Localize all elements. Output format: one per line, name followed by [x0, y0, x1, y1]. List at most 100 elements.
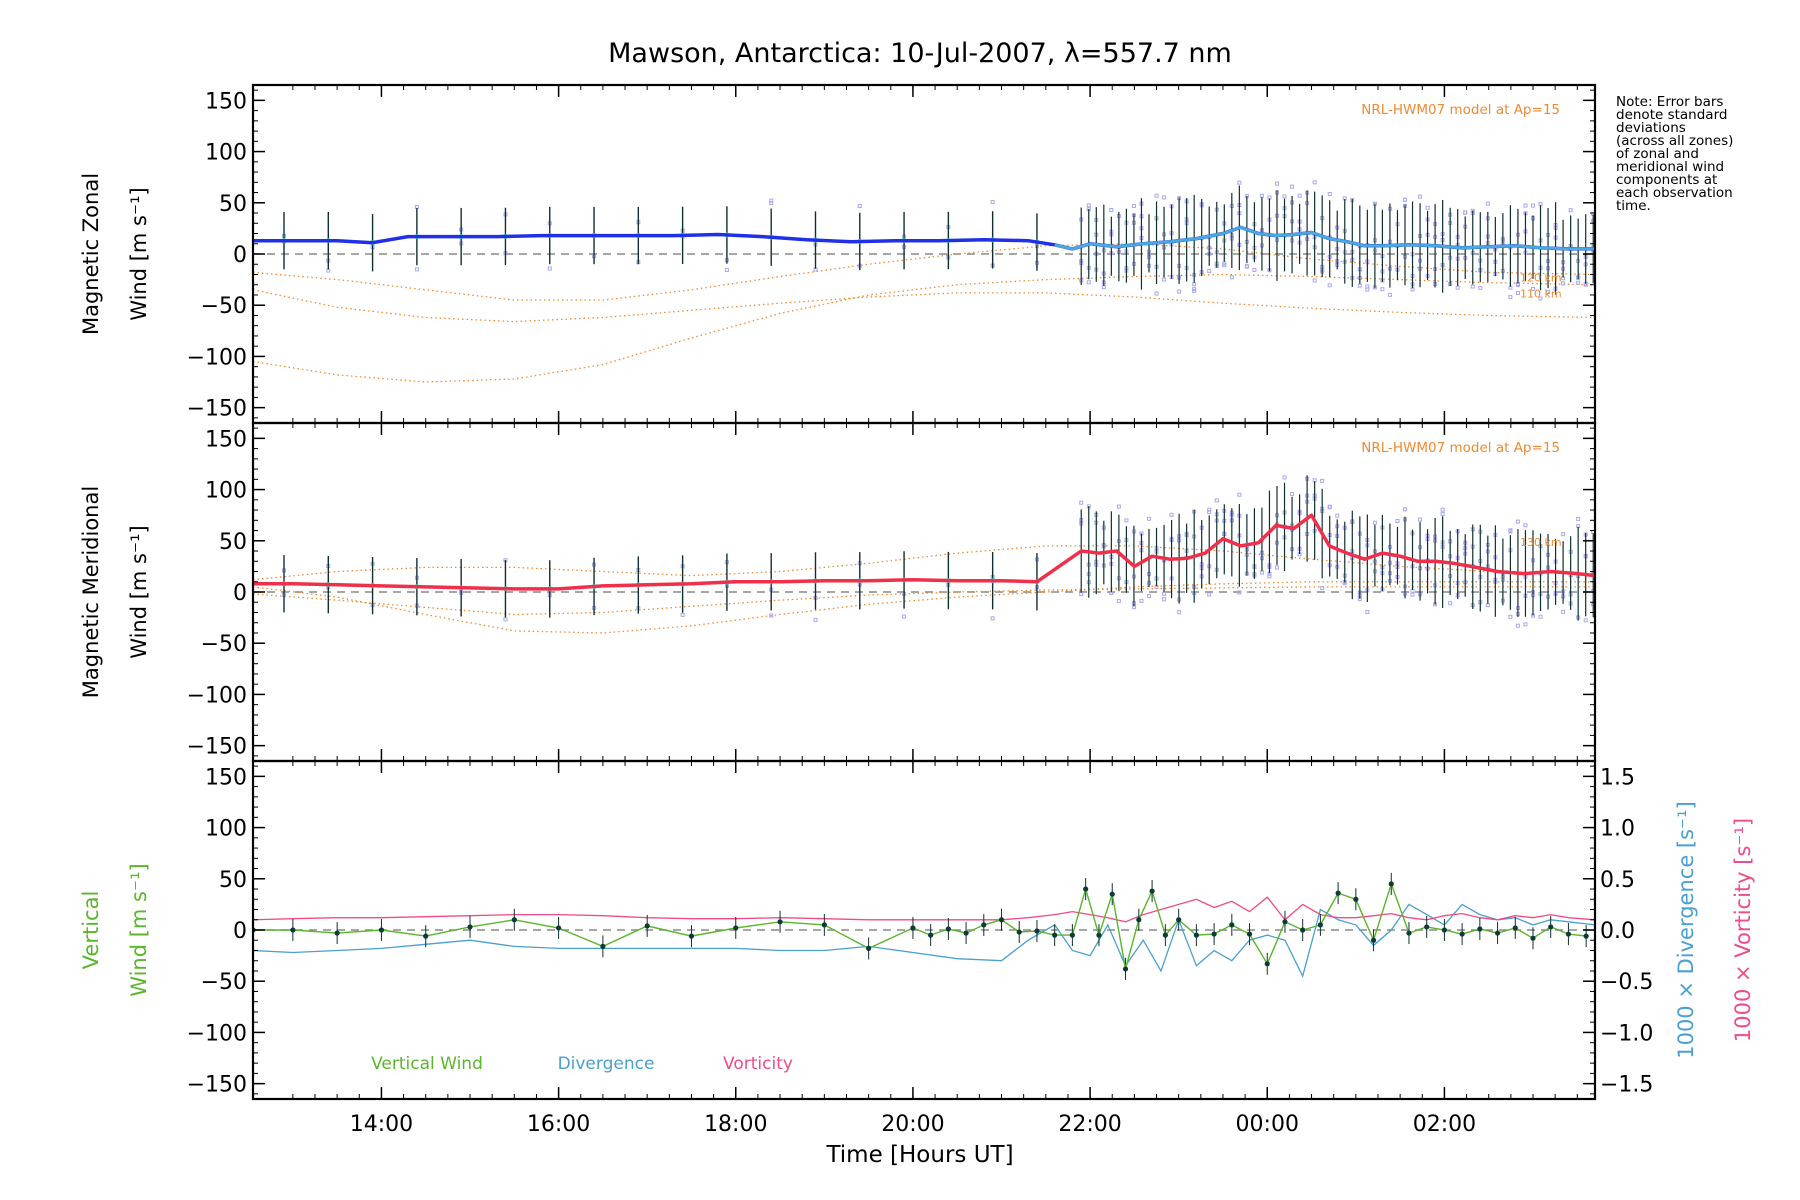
y-tick-label: −50 — [201, 632, 247, 657]
scatter-point — [1523, 203, 1528, 208]
scatter-point — [1402, 507, 1407, 512]
model-curve-1 — [253, 243, 1595, 301]
panel-meridional: NRL-HWM07 model at Ap=15 130 km 150 100 50 0 −… — [79, 421, 1597, 763]
model-curve-3 — [253, 586, 1595, 616]
y-tick-label: 100 — [205, 141, 247, 166]
scatter-point — [1485, 603, 1490, 608]
vertical-wind-point — [1016, 929, 1022, 935]
error-bar-note: Note: Error bars denote standard deviati… — [1616, 95, 1776, 213]
vorticity-axis-label: 1000 × Vorticity [s⁻¹] — [1731, 818, 1755, 1042]
vertical-wind-point — [556, 925, 562, 931]
x-axis: 14:00 16:00 18:00 20:00 22:00 00:00 02:00 — [350, 1112, 1476, 1137]
y-tick-label: 0 — [233, 243, 247, 268]
scatter-point — [769, 613, 774, 618]
scatter-point — [1109, 591, 1114, 596]
scatter-point — [1237, 590, 1242, 595]
scatter-point — [1508, 529, 1513, 534]
scatter-point — [1576, 280, 1581, 285]
scatter-point — [547, 266, 552, 271]
scatter-point — [1463, 210, 1468, 215]
vertical-wind-point — [644, 923, 650, 929]
scatter-point — [857, 204, 862, 209]
x-tick-label: 00:00 — [1236, 1112, 1299, 1137]
y-axis-label-line2: Wind [m s⁻¹] — [127, 187, 151, 320]
scatter-point — [1116, 599, 1121, 604]
legend-item: Divergence — [558, 1054, 655, 1074]
scatter-point — [769, 201, 774, 206]
vertical-wind-point — [1162, 932, 1168, 938]
vertical-wind-line — [253, 881, 1587, 970]
y-tick-label: 0 — [233, 919, 247, 944]
scatter-point — [1455, 285, 1460, 290]
scatter-point — [1568, 208, 1573, 213]
model-curve-3 — [253, 273, 1595, 383]
scatter-point — [1320, 478, 1325, 483]
scatter-point — [990, 200, 995, 205]
vertical-wind-point — [1122, 966, 1129, 972]
note-line: denote standard — [1616, 107, 1728, 123]
y-tick-label: 150 — [205, 89, 247, 114]
vertical-wind-point — [290, 927, 296, 933]
scatter-point — [1237, 492, 1242, 497]
scatter-point — [414, 267, 419, 272]
vertical-wind-point — [998, 917, 1005, 923]
scatter-point — [1237, 180, 1242, 185]
x-tick-label: 22:00 — [1058, 1112, 1121, 1137]
vertical-wind-point — [963, 930, 969, 936]
vertical-wind-point — [1370, 937, 1377, 943]
scatter-point — [326, 268, 331, 273]
vertical-wind-point — [1565, 931, 1572, 937]
y-tick-label: 0 — [233, 581, 247, 606]
y-axis-label-line1: Magnetic Zonal — [79, 173, 103, 335]
scatter-point — [724, 267, 729, 272]
vertical-wind-point — [1246, 931, 1253, 937]
note-line: components at — [1616, 172, 1718, 188]
scatter-point — [1312, 278, 1317, 283]
y-tick-label: −50 — [201, 970, 247, 995]
scatter-point — [813, 617, 818, 622]
scatter-point — [1327, 504, 1332, 509]
note-line: deviations — [1616, 120, 1686, 136]
scatter-point — [1101, 285, 1106, 290]
scatter-point — [1146, 594, 1151, 599]
vertical-wind-point — [910, 925, 916, 931]
scatter-point — [1357, 283, 1362, 288]
x-tick-label: 14:00 — [350, 1112, 413, 1137]
y-axis-label-line1: Vertical — [79, 891, 103, 970]
plot-area-meridional — [253, 475, 1595, 634]
right-y-tick-label: 1.0 — [1600, 817, 1635, 842]
scatter-point — [1583, 618, 1588, 623]
vertical-wind-point — [733, 925, 739, 931]
plot-area-zonal — [253, 180, 1595, 383]
y-tick-label: −150 — [187, 397, 247, 422]
scatter-point — [1320, 586, 1325, 591]
right-y-tick-label: 1.5 — [1600, 765, 1635, 790]
scatter-point — [1515, 623, 1520, 628]
scatter-point — [1425, 205, 1430, 210]
vertical-wind-point — [334, 930, 340, 936]
scatter-point — [1515, 291, 1520, 296]
scatter-point — [1177, 289, 1182, 294]
scatter-point — [1576, 516, 1581, 521]
scatter-point — [1109, 207, 1114, 212]
vertical-wind-point — [1424, 924, 1430, 930]
scatter-point — [1380, 287, 1385, 292]
scatter-point — [1561, 532, 1566, 537]
y-axis-label-line1: Magnetic Meridional — [79, 486, 103, 698]
scatter-point — [1259, 570, 1264, 575]
y-tick-label: −150 — [187, 735, 247, 760]
vertical-wind-point — [1317, 922, 1323, 928]
vertical-wind-point — [928, 932, 934, 938]
scatter-point — [1229, 275, 1234, 280]
y-tick-label: 150 — [205, 427, 247, 452]
vertical-wind-point — [1109, 891, 1115, 897]
scatter-point — [1508, 614, 1513, 619]
vertical-wind-point — [1096, 932, 1102, 938]
scatter-point — [1515, 283, 1520, 288]
vertical-wind-point — [1512, 925, 1518, 931]
scatter-point — [1515, 519, 1520, 524]
scatter-point — [1177, 610, 1182, 615]
zonal-smooth-line — [1054, 225, 1595, 251]
vertical-wind-point — [1282, 919, 1288, 925]
model-label: NRL-HWM07 model at Ap=15 — [1361, 440, 1560, 456]
